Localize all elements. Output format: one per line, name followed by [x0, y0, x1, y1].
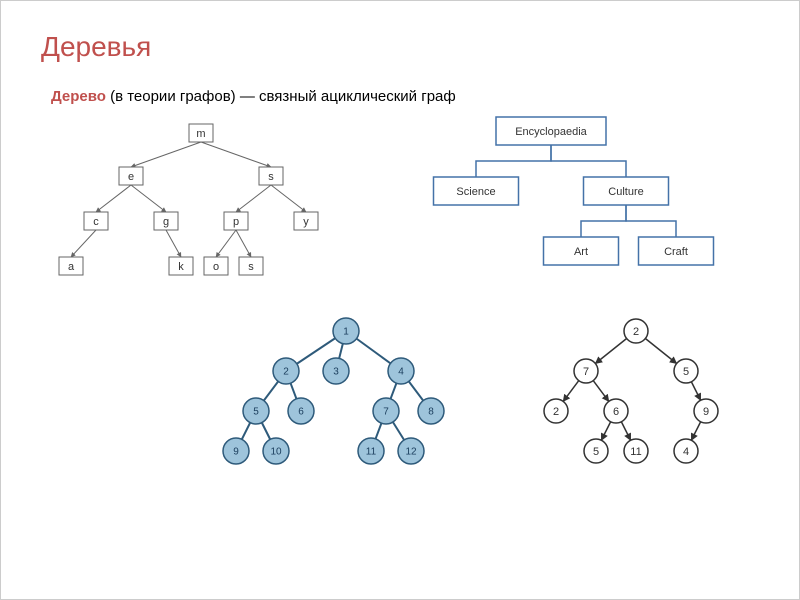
svg-text:7: 7 [583, 366, 589, 378]
svg-text:2: 2 [283, 367, 289, 378]
svg-text:7: 7 [383, 407, 389, 418]
definition-text: (в теории графов) — связный ациклический… [106, 88, 456, 105]
svg-text:Encyclopaedia: Encyclopaedia [515, 126, 587, 138]
svg-text:2: 2 [633, 326, 639, 338]
svg-text:c: c [93, 216, 99, 228]
svg-text:10: 10 [270, 447, 282, 458]
svg-text:11: 11 [366, 447, 377, 458]
svg-text:m: m [196, 128, 205, 140]
svg-text:p: p [233, 216, 239, 228]
svg-text:Art: Art [574, 246, 588, 258]
tree-blue-circles: 123456789101112 [181, 316, 481, 476]
subtitle: Дерево (в теории графов) — связный ацикл… [51, 88, 759, 105]
slide: Деревья Дерево (в теории графов) — связн… [0, 0, 800, 600]
svg-text:4: 4 [398, 367, 404, 378]
svg-text:5: 5 [683, 366, 689, 378]
svg-text:g: g [163, 216, 169, 228]
svg-text:8: 8 [428, 407, 434, 418]
svg-text:9: 9 [233, 447, 239, 458]
svg-text:2: 2 [553, 406, 559, 418]
svg-text:6: 6 [298, 407, 304, 418]
svg-text:o: o [213, 261, 219, 273]
svg-text:Craft: Craft [664, 246, 688, 258]
term: Дерево [51, 88, 106, 105]
svg-text:5: 5 [253, 407, 259, 418]
tree-encyclopedia: Encyclopaedia Science Culture Art Craft [396, 116, 736, 286]
svg-text:11: 11 [630, 446, 641, 458]
svg-text:6: 6 [613, 406, 619, 418]
tree-letter-boxes: m e s c g p y a k o s [41, 121, 351, 291]
svg-text:3: 3 [333, 367, 339, 378]
svg-text:k: k [178, 261, 184, 273]
svg-text:s: s [248, 261, 254, 273]
svg-text:Science: Science [456, 186, 495, 198]
svg-text:5: 5 [593, 446, 599, 458]
svg-text:12: 12 [405, 447, 417, 458]
svg-text:9: 9 [703, 406, 709, 418]
diagrams-area: m e s c g p y a k o s Encyclopaedia Science Culture A… [41, 121, 761, 561]
svg-text:s: s [268, 171, 274, 183]
tree-white-circles: 2 7 5 2 6 9 5 11 4 [521, 316, 741, 476]
svg-text:e: e [128, 171, 134, 183]
svg-text:Culture: Culture [608, 186, 643, 198]
page-title: Деревья [41, 31, 759, 63]
svg-text:4: 4 [683, 446, 689, 458]
svg-text:y: y [303, 216, 309, 228]
svg-text:a: a [68, 261, 75, 273]
svg-text:1: 1 [343, 327, 349, 338]
